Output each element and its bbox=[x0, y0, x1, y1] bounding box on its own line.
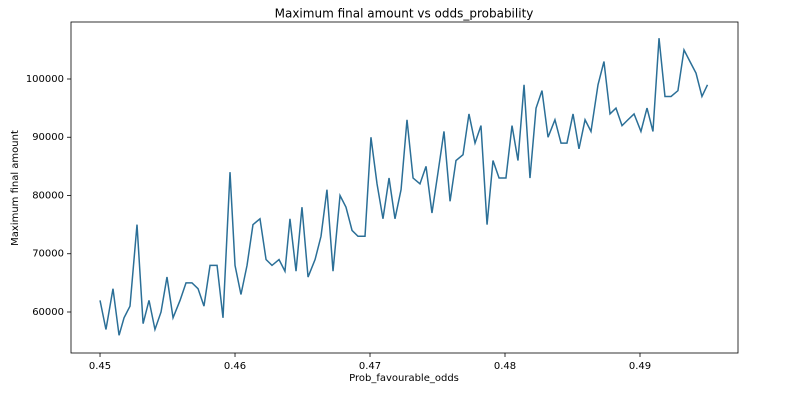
y-tick-label: 70000 bbox=[32, 249, 64, 260]
x-tick-label: 0.46 bbox=[224, 361, 246, 372]
plot-frame bbox=[70, 21, 739, 354]
chart-title: Maximum final amount vs odds_probability bbox=[275, 7, 534, 21]
y-tick-label: 90000 bbox=[32, 132, 64, 143]
x-tick-label: 0.49 bbox=[629, 361, 651, 372]
y-tick-label: 80000 bbox=[32, 190, 64, 201]
x-tick-label: 0.47 bbox=[359, 361, 381, 372]
data-line bbox=[99, 38, 709, 336]
x-axis-label: Prob_favourable_odds bbox=[349, 373, 459, 384]
y-tick-label: 60000 bbox=[32, 307, 64, 318]
x-tick-label: 0.45 bbox=[89, 361, 111, 372]
y-axis-label: Maximum final amount bbox=[10, 130, 21, 246]
x-tick-label: 0.48 bbox=[494, 361, 516, 372]
y-tick-label: 100000 bbox=[26, 74, 64, 85]
